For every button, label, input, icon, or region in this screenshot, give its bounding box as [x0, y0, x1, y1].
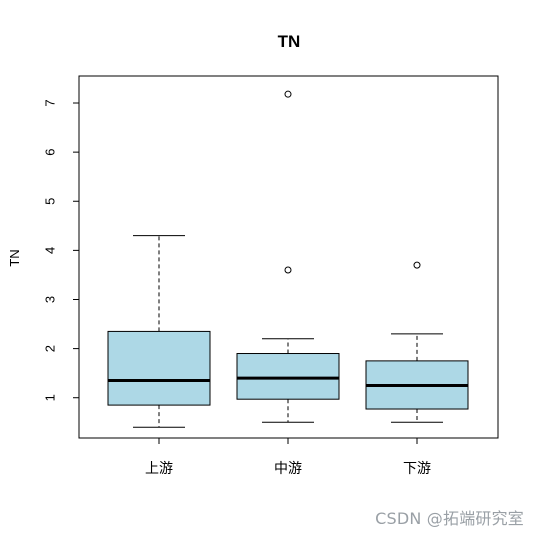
y-axis: 1 2 3 4 5 6 7 [42, 99, 79, 401]
outlier-point [284, 90, 292, 98]
y-tick-label: 7 [42, 99, 57, 106]
x-tick-label: 下游 [403, 461, 431, 477]
outlier-point [413, 261, 421, 269]
box-group-上游 [107, 235, 211, 428]
box-group-下游 [365, 261, 469, 423]
outlier-point [284, 266, 292, 274]
box-iqr [236, 353, 340, 400]
watermark: CSDN @拓端研究室 [375, 509, 524, 528]
y-tick-label: 6 [42, 149, 57, 156]
y-tick-label: 3 [42, 296, 57, 303]
x-tick-label: 中游 [274, 461, 302, 477]
y-tick-label: 1 [42, 394, 57, 401]
box-group-中游 [236, 90, 340, 423]
boxes [107, 90, 469, 428]
x-axis: 上游 中游 下游 [145, 438, 431, 477]
y-axis-label: TN [7, 249, 22, 266]
y-tick-label: 5 [42, 198, 57, 205]
box-iqr [107, 330, 211, 406]
y-tick-label: 4 [42, 247, 57, 254]
x-tick-label: 上游 [145, 461, 173, 477]
y-tick-label: 2 [42, 345, 57, 352]
chart-title: TN [278, 32, 301, 51]
